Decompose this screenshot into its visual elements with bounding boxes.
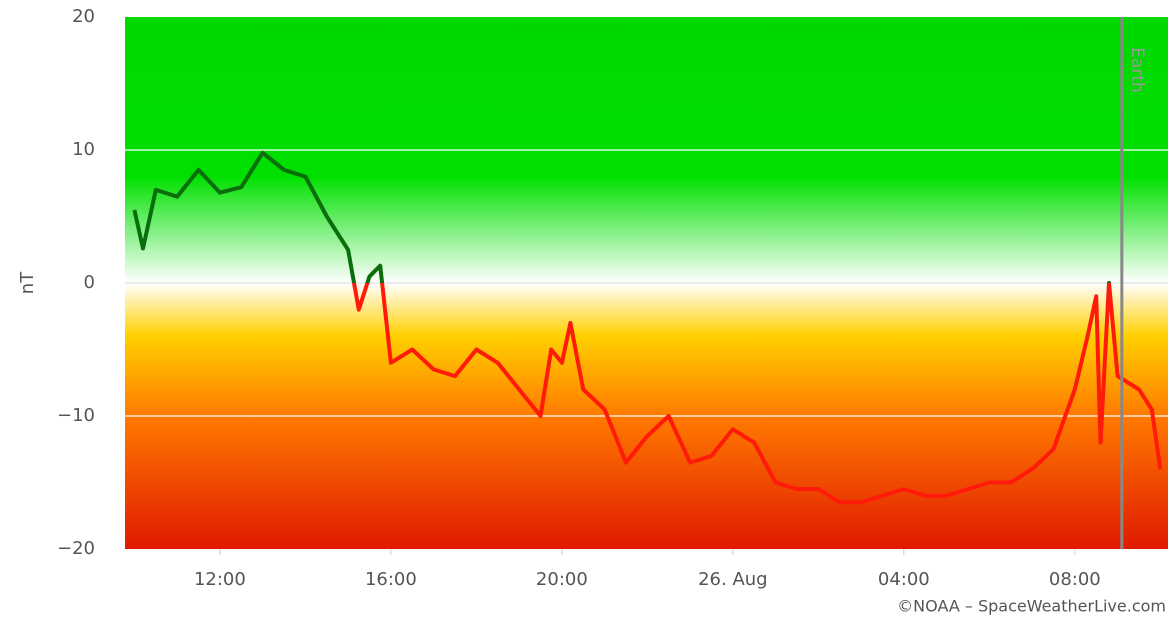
y-tick-label: −10	[57, 405, 95, 426]
earth-label: Earth	[1127, 47, 1147, 93]
y-tick-label: −20	[57, 538, 95, 559]
credit: ©NOAA – SpaceWeatherLive.com	[897, 597, 1166, 616]
data-line	[352, 283, 1163, 505]
y-tick-label: 0	[84, 272, 95, 293]
y-tick-label: 10	[72, 139, 95, 160]
x-tick-label: 08:00	[1049, 569, 1101, 590]
y-tick-label: 20	[72, 6, 95, 27]
x-tick-label: 16:00	[365, 569, 417, 590]
data-line	[132, 150, 1112, 283]
x-tick-label: 26. Aug	[698, 569, 768, 590]
x-tick-label: 04:00	[878, 569, 930, 590]
y-axis-label: nT	[17, 271, 38, 294]
x-tick-label: 20:00	[536, 569, 588, 590]
x-tick-label: 12:00	[194, 569, 246, 590]
